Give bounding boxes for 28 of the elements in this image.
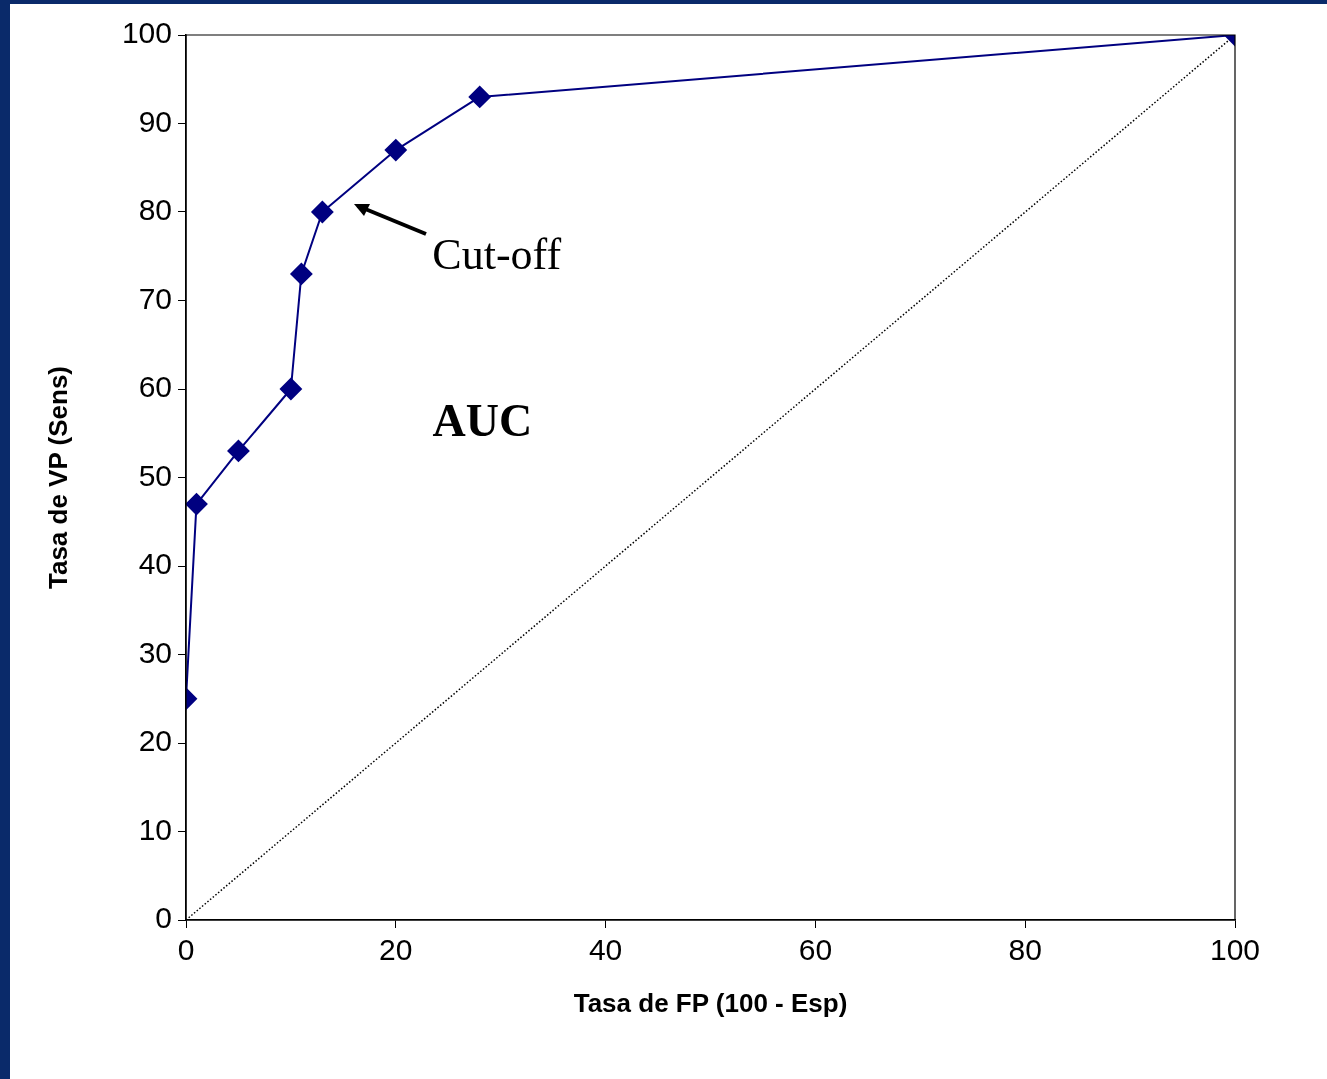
- x-tick-label: 100: [1209, 933, 1261, 967]
- y-tick-label: 90: [138, 104, 172, 138]
- y-tick-label: 70: [138, 281, 172, 315]
- point: [279, 378, 302, 400]
- x-tick-label: 80: [1008, 933, 1042, 967]
- y-tick-label: 50: [138, 458, 172, 492]
- point: [311, 201, 334, 223]
- point: [290, 262, 313, 285]
- y-tick-label: 100: [121, 16, 172, 50]
- point: [186, 493, 208, 516]
- x-tick-label: 60: [798, 933, 833, 967]
- annotation: AUC: [432, 395, 533, 447]
- point: [384, 139, 407, 162]
- y-tick-label: 20: [138, 724, 172, 758]
- y-tick-label: 0: [155, 901, 172, 935]
- point: [468, 85, 491, 108]
- y-tick-label: 30: [138, 635, 172, 669]
- y-tick-label: 60: [138, 370, 172, 404]
- y-tick-label: 40: [138, 547, 172, 581]
- y-tick-label: 80: [138, 193, 172, 227]
- point: [227, 439, 250, 462]
- x-axis-title: Tasa de FP (100 - Esp): [573, 987, 848, 1018]
- x-tick-label: 40: [588, 933, 623, 967]
- x-tick-label: 0: [177, 933, 195, 967]
- x-tick-label: 20: [379, 933, 413, 967]
- y-axis-title: Tasa de VP (Sens): [42, 365, 73, 590]
- y-tick-label: 10: [138, 812, 172, 846]
- annotation: Cut-off: [432, 229, 562, 279]
